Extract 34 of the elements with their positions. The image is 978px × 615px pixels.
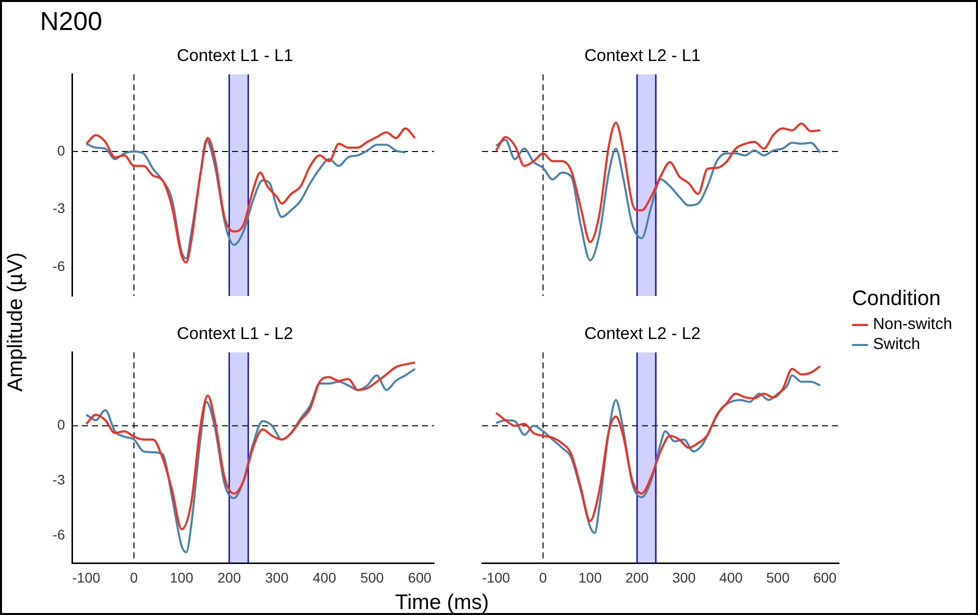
x-tick-label: 500 (360, 569, 384, 586)
x-tick-label: 600 (813, 569, 837, 586)
x-tick-label: 500 (766, 569, 790, 586)
y-tick-label: 0 (57, 142, 66, 158)
x-tick-label: 200 (625, 569, 649, 586)
y-tick-label: -3 (52, 472, 66, 488)
x-tick-label: 100 (170, 569, 194, 586)
legend-label: Switch (873, 335, 920, 355)
x-tick-label: 400 (719, 569, 743, 586)
legend-title: Condition (852, 287, 942, 311)
x-tick-label: 200 (218, 569, 242, 586)
x-tick-label: 600 (408, 569, 432, 586)
y-tick-label: -6 (52, 526, 66, 543)
x-tick-label: -100 (482, 569, 510, 586)
chart-title: Context L1 - L1 (176, 46, 294, 65)
line-series (85, 361, 416, 530)
chart-title: Context L2 - L2 (584, 324, 701, 343)
x-tick-label: 300 (672, 569, 696, 586)
y-axis-title: Amplitude (µV) (4, 252, 28, 392)
legend-label: Non-switch (873, 315, 952, 335)
x-tick-label: -100 (72, 569, 101, 586)
text: N200 (40, 6, 102, 37)
x-axis-title: Time (ms) (395, 591, 489, 615)
x-tick-label: 400 (312, 569, 336, 586)
x-tick-label: 300 (265, 569, 289, 586)
y-tick-label: -3 (52, 200, 66, 216)
x-tick-label: 100 (578, 569, 602, 586)
x-tick-label: 0 (130, 569, 138, 586)
chart-title: Context L2 - L1 (584, 46, 701, 65)
line-series (85, 368, 416, 554)
y-tick-label: 0 (57, 416, 66, 433)
x-tick-label: 0 (539, 569, 548, 586)
y-tick-label: -6 (52, 258, 66, 274)
chart-title: Context L1 - L2 (176, 324, 294, 343)
